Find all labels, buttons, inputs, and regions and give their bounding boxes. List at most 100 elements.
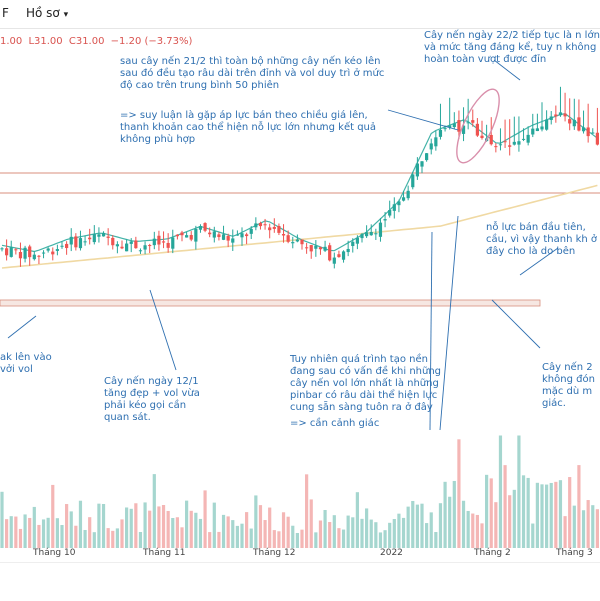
candle-body [208,232,212,235]
volume-bar [558,480,563,548]
volume-bar [120,519,124,548]
candle-body [434,137,438,147]
volume-bar [494,502,498,548]
candle-body [328,245,332,261]
candle-body [401,197,406,201]
slow-ma-line [1,184,598,269]
volume-bar [143,502,147,548]
candle-body [198,226,203,230]
volume-bar [378,532,383,548]
volume-bar [568,477,572,548]
candle-body [171,237,175,249]
volume-bar [521,475,526,548]
candle-body [258,222,263,227]
volume-bar [101,503,106,548]
volume-bar [272,530,276,548]
candle-body [240,233,244,238]
annotation-left-1: ak lên vào [0,352,52,363]
volume-bar [240,523,244,548]
volume-bar [346,515,350,548]
chevron-down-icon: ▾ [63,10,69,20]
volume-bar [226,516,230,548]
close-value: C31.00 [68,36,105,47]
candle-body [517,141,521,145]
volume-bar [198,518,203,548]
candle-body [14,249,18,251]
volume-bar [365,508,369,548]
candle-body [531,128,535,135]
annotation-arrow [493,59,521,81]
volume-bar [461,500,466,548]
annotation-arrow [429,231,433,431]
candle-body [526,134,530,143]
candle-body [134,240,138,249]
candle-body [175,234,179,237]
candle-body [166,242,170,248]
candle-body [120,246,124,249]
candle-body [554,114,558,117]
candle-body [448,125,452,128]
candle-body [591,132,595,134]
volume-bar [485,474,489,548]
candle-body [212,231,216,238]
volume-bar [512,489,516,548]
candle-body [41,252,46,254]
candle-body [138,250,143,252]
volume-bar [355,492,359,548]
candle-body [323,246,327,251]
volume-bar [508,495,512,548]
volume-bar [180,527,184,548]
candle-body [111,237,115,246]
profile-label: Hồ sơ [26,6,60,20]
annotation-arrow [491,299,541,349]
volume-bar [554,481,558,548]
volume-bar [46,517,50,548]
candle-body [78,238,83,249]
candle-body [221,234,226,240]
volume-bar [581,510,586,548]
volume-bar [175,517,179,548]
volume-bar [572,505,576,548]
volume-bar [332,515,336,548]
x-tick-thang-3: Tháng 3 [556,548,593,558]
volume-bar [545,484,549,548]
volume-bar [55,518,59,548]
candle-body [37,255,41,257]
volume-bar [111,530,115,548]
volume-bar [401,517,406,548]
candle-body [420,161,424,167]
volume-bar [595,509,599,548]
candle-body [157,235,161,245]
volume-bar [475,514,479,548]
profile-menu[interactable]: Hồ sơ ▾ [26,6,68,20]
candle-body [397,201,401,206]
candle-body [415,163,419,177]
volume-bar [438,503,443,548]
candle-body [189,235,193,240]
candle-body [503,141,507,143]
candle-body [341,251,346,260]
volume-bar [249,528,253,548]
candle-body [60,245,64,247]
volume-bar [295,532,299,548]
volume-bar [434,532,438,548]
candle-body [545,119,549,130]
annotation-left-2: vởi vol [0,364,33,375]
menu-button[interactable]: F [2,6,9,20]
candle-body [83,241,87,243]
candle-body [489,134,493,145]
candle-body [466,122,470,124]
candle-body [235,234,239,236]
candle-body [97,234,101,237]
annotation-arrow [439,215,459,431]
volume-bar [138,532,143,548]
bottom-toolbar [0,562,600,601]
volume-bar [23,514,27,548]
volume-bar [577,465,581,548]
volume-bar [360,518,364,548]
x-tick-thang-11: Tháng 11 [143,548,186,558]
candle-body [595,132,599,145]
annotation-bottom-center-2: => cần cảnh giác [290,418,380,429]
annotation-arrow [387,109,459,131]
